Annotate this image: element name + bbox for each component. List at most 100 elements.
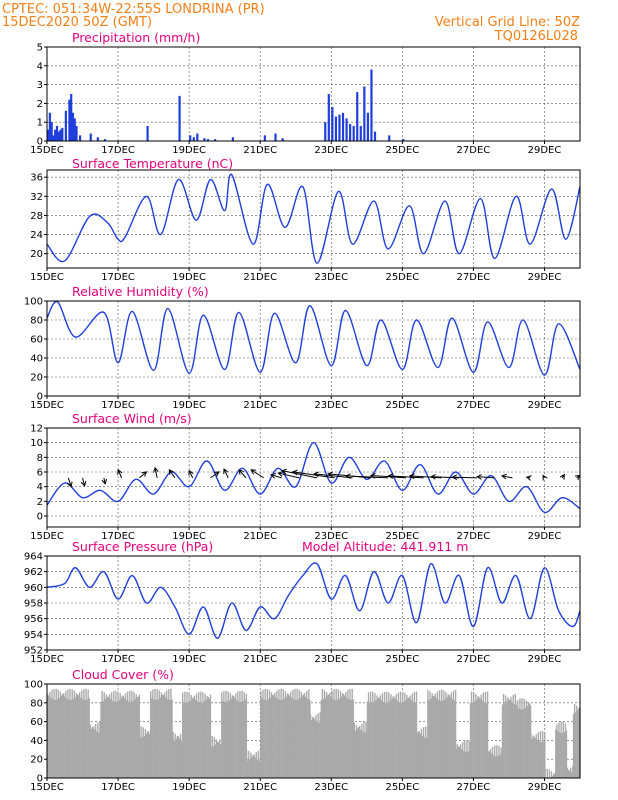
cloud-bar (226, 701, 228, 778)
press-xtick-label: 23DEC (314, 654, 348, 665)
cloud-bar (463, 750, 465, 778)
cloud-bar (180, 740, 183, 778)
cloud-bar (324, 697, 327, 778)
cloud-bar (307, 698, 309, 778)
precip-ytick-label: 2 (37, 99, 43, 110)
cloud-bar (91, 726, 94, 778)
cloud-bar (551, 776, 554, 778)
cloud-bar (136, 697, 138, 778)
cloud-bar (309, 714, 312, 778)
precip-bar (345, 118, 348, 141)
cloud-bar (249, 759, 251, 778)
cloud-bar (422, 727, 425, 778)
cloud-bar (544, 768, 546, 778)
cloud-bar (125, 700, 128, 778)
cloud-bar (399, 691, 402, 778)
precip-title: Precipitation (mm/h) (72, 30, 200, 45)
cloud-bar (51, 689, 53, 778)
precip-bar (359, 125, 362, 141)
press-panel: 952 954 956 958 960 962 964 15DEC 17DEC 19DEC 21DE… (24, 539, 581, 665)
cloud-bar (313, 717, 315, 778)
cloud-bar (554, 773, 556, 778)
cloud-bar (282, 689, 284, 778)
cloud-bar (502, 693, 505, 778)
cloud-bar (420, 728, 423, 778)
cloud-bar (508, 699, 510, 778)
cloud-bar (357, 727, 360, 778)
cloud-bar (415, 691, 418, 778)
wind-ytick-label: 0 (37, 512, 43, 523)
cloud-bar (362, 731, 364, 778)
precip-bar (206, 139, 210, 141)
cloud-bar (509, 700, 511, 778)
cloud-bar (537, 732, 540, 778)
cloud-bar (466, 740, 468, 778)
cloud-bar (424, 737, 426, 778)
cloud-bar (248, 750, 250, 778)
cloud-bar (103, 692, 105, 778)
cloud-ytick-label: 60 (30, 717, 43, 728)
cloud-bar (349, 688, 351, 778)
cloud-bar (124, 693, 127, 778)
cloud-bar (269, 697, 272, 778)
wind-ytick-label: 4 (37, 482, 43, 493)
cloud-bar (204, 693, 206, 778)
precip-bar (356, 92, 359, 141)
cloud-bar (410, 699, 412, 778)
cloud-bar (159, 697, 162, 778)
cloud-bar (439, 700, 442, 778)
cloud-bar (543, 741, 545, 778)
wind-arrow-head (80, 480, 87, 487)
cloud-bar (438, 690, 441, 778)
cloud-bar (244, 699, 246, 778)
cloud-bar (518, 708, 520, 778)
cloud-bar (169, 699, 171, 778)
cloud-bar (85, 688, 87, 778)
cloud-bar (366, 701, 369, 778)
precip-bar (370, 69, 373, 141)
cloud-bar (117, 691, 119, 778)
wind-ytick-label: 8 (37, 453, 43, 464)
cloud-bar (327, 695, 329, 778)
cloud-bar (489, 749, 492, 778)
cloud-bar (379, 695, 381, 778)
cloud-bar (56, 699, 58, 778)
cloud-bar (72, 698, 74, 778)
wind-frame (46, 427, 581, 528)
header-date: 15DEC2020 50Z (GMT) (2, 15, 152, 30)
press-xtick-label: 17DEC (101, 654, 135, 665)
press-xtick-label: 25DEC (385, 654, 419, 665)
cloud-bar (296, 688, 298, 778)
cloud-bar (405, 700, 407, 778)
precip-bar (281, 138, 284, 141)
cloud-bar (496, 745, 498, 778)
cloud-xtick-label: 17DEC (101, 782, 135, 793)
cloud-bar (167, 699, 169, 778)
temp-ytick-label: 20 (30, 249, 43, 260)
wind-arrow (250, 469, 265, 479)
precip-bar (89, 133, 92, 141)
precip-bar (363, 86, 366, 141)
cloud-bar (192, 697, 195, 778)
cloud-bar (277, 698, 279, 778)
cloud-bar (475, 693, 477, 778)
cloud-bar (517, 699, 519, 778)
cloud-bar (252, 755, 254, 778)
wind-arrow-head (408, 473, 415, 479)
cloud-bar (156, 689, 158, 778)
cloud-bar (150, 691, 152, 778)
cloud-bar (352, 732, 354, 778)
cloud-bar (371, 702, 373, 778)
cloud-bar (368, 702, 371, 778)
cloud-bar (291, 698, 293, 778)
cloud-bar (541, 731, 544, 778)
cloud-bar (198, 691, 200, 778)
cloud-ytick-label: 40 (30, 736, 43, 747)
cloud-bar (134, 699, 136, 778)
cloud-bar (565, 772, 568, 778)
cloud-bar (433, 695, 435, 778)
precip-ytick-label: 4 (37, 61, 43, 72)
cloud-bar (558, 722, 560, 778)
cloud-bar (320, 699, 322, 778)
cloud-bar (406, 695, 408, 778)
